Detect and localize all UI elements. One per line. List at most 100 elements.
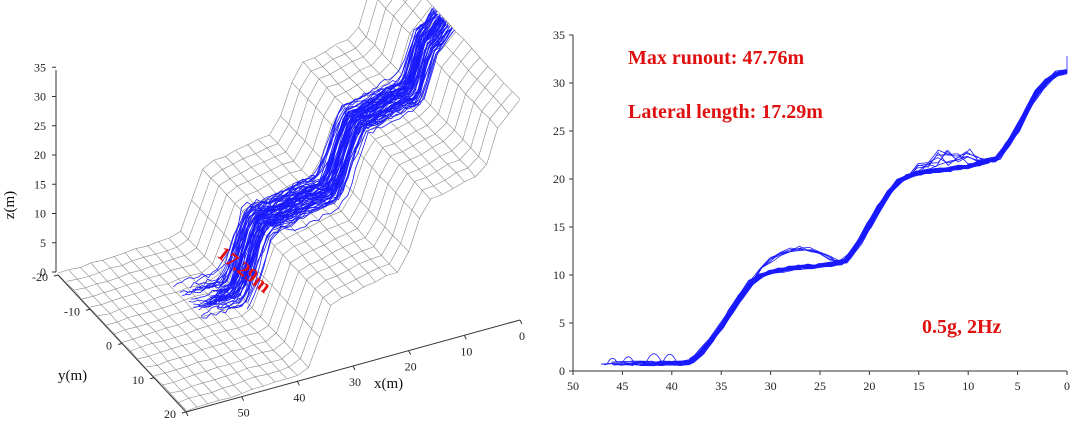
x-tick-label: 60 — [182, 421, 194, 423]
x-tick-label: 35 — [715, 379, 727, 393]
trajectory-line — [206, 23, 447, 306]
z-tick-label: 10 — [34, 207, 46, 221]
trajectory-line — [213, 18, 444, 302]
y-tick-label: 20 — [553, 172, 565, 186]
x-tick-label: 10 — [460, 344, 472, 358]
x-tick-label: 50 — [238, 406, 250, 420]
mesh-line — [185, 99, 521, 412]
x-tick-mark — [408, 350, 412, 355]
x-tick-mark — [241, 396, 245, 401]
z-tick-label: 35 — [34, 60, 46, 74]
trajectory-line — [216, 28, 453, 309]
trajectory-bounce — [607, 357, 618, 364]
y-tick-mark — [149, 377, 155, 380]
x-axis-ticks: 0 10 20 30 40 50 60 — [182, 319, 525, 423]
x-tick-label: 20 — [405, 360, 417, 374]
y-tick-mark — [53, 274, 59, 277]
trajectory-3d-plot: 0 5 10 15 20 25 30 35 z(m) -20 -10 0 10 20 y(m) 0 10… — [2, 0, 525, 423]
x-tick-mark — [519, 319, 523, 325]
y-tick-mark — [181, 411, 187, 414]
mesh-line — [247, 143, 376, 283]
mesh-line — [358, 27, 487, 165]
z-tick-label: 5 — [40, 236, 46, 250]
x-tick-mark — [185, 411, 189, 417]
trajectory-2d-lines — [600, 56, 1068, 367]
x-tick-label: 40 — [293, 390, 305, 404]
y-tick-label: 0 — [106, 339, 112, 353]
x-tick-label: 0 — [519, 329, 525, 343]
y-axis-ticks: -20 -10 0 10 20 — [32, 270, 187, 421]
x-tick-label: 0 — [1064, 379, 1070, 393]
mesh-line — [402, 0, 510, 115]
z-tick-label: 30 — [34, 90, 46, 104]
trajectory-line — [681, 69, 1068, 364]
trajectory-line — [185, 18, 442, 295]
mesh-line — [347, 39, 476, 178]
z-tick-label: 0 — [40, 265, 46, 279]
mesh-line — [161, 73, 497, 386]
y-tick-label: 25 — [553, 124, 565, 138]
mesh-line — [81, 0, 408, 300]
mesh-line — [113, 255, 242, 394]
max-runout-annotation: Max runout: 47.76m — [628, 47, 804, 69]
x-tick-label: 15 — [913, 379, 925, 393]
mesh-line — [180, 230, 309, 368]
mesh-line — [213, 159, 343, 299]
trajectory-line — [213, 23, 449, 292]
trajectory-line — [216, 27, 450, 308]
x-tick-mark — [296, 381, 300, 386]
x-tick-label: 50 — [567, 379, 579, 393]
trajectory-line — [203, 11, 436, 285]
mesh-line — [102, 260, 231, 397]
x-tick-label: 40 — [666, 379, 678, 393]
y-axis-label: y(m) — [58, 368, 87, 384]
mesh-line — [426, 0, 521, 100]
trajectory-line — [644, 70, 1068, 366]
y-tick-label: 35 — [553, 28, 565, 42]
y-tick-label: 10 — [132, 373, 144, 387]
trajectory-line — [192, 13, 439, 291]
z-tick-label: 20 — [34, 148, 46, 162]
mesh-line — [57, 274, 187, 411]
y-tick-mark — [117, 343, 123, 345]
y-tick-label: 0 — [559, 364, 565, 378]
trajectory-line — [172, 15, 441, 288]
x-tick-label: 30 — [349, 375, 361, 389]
trajectory-line — [179, 8, 433, 293]
y-tick-mark — [85, 308, 91, 311]
x-axis-label: x(m) — [374, 376, 403, 392]
trajectory-3d-lines — [172, 7, 455, 319]
x-tick-label: 20 — [863, 379, 875, 393]
trajectory-line — [198, 25, 449, 311]
trajectory-line — [215, 18, 441, 296]
y-tick-label: -20 — [32, 270, 48, 284]
x-tick-label: 45 — [616, 379, 628, 393]
y-tick-label: 5 — [559, 316, 565, 330]
trajectory-line — [236, 19, 445, 301]
y-tick-label: 15 — [553, 220, 565, 234]
z-tick-label: 25 — [34, 119, 46, 133]
x-tick-mark — [352, 365, 356, 371]
trajectory-line — [201, 24, 449, 319]
z-tick-label: 15 — [34, 177, 46, 191]
trajectory-line — [203, 17, 444, 303]
x-tick-mark — [463, 335, 467, 340]
trajectory-line — [188, 21, 447, 303]
trajectory-bounce — [662, 353, 678, 363]
z-axis-label: z(m) — [2, 191, 18, 219]
mesh-line — [135, 248, 265, 387]
mesh-line — [224, 155, 354, 293]
x-tick-label: 25 — [814, 379, 826, 393]
trajectory-line — [245, 28, 452, 285]
z-axis-ticks: 0 5 10 15 20 25 30 35 — [34, 60, 57, 279]
loading-condition-annotation: 0.5g, 2Hz — [922, 316, 1002, 338]
lateral-length-annotation: Lateral length: 17.29m — [628, 101, 823, 123]
trajectory-bounce — [621, 356, 635, 364]
trajectory-line — [216, 28, 452, 311]
mesh-line — [91, 263, 220, 401]
mesh-line — [113, 22, 449, 335]
y-tick-label: -10 — [64, 304, 80, 318]
